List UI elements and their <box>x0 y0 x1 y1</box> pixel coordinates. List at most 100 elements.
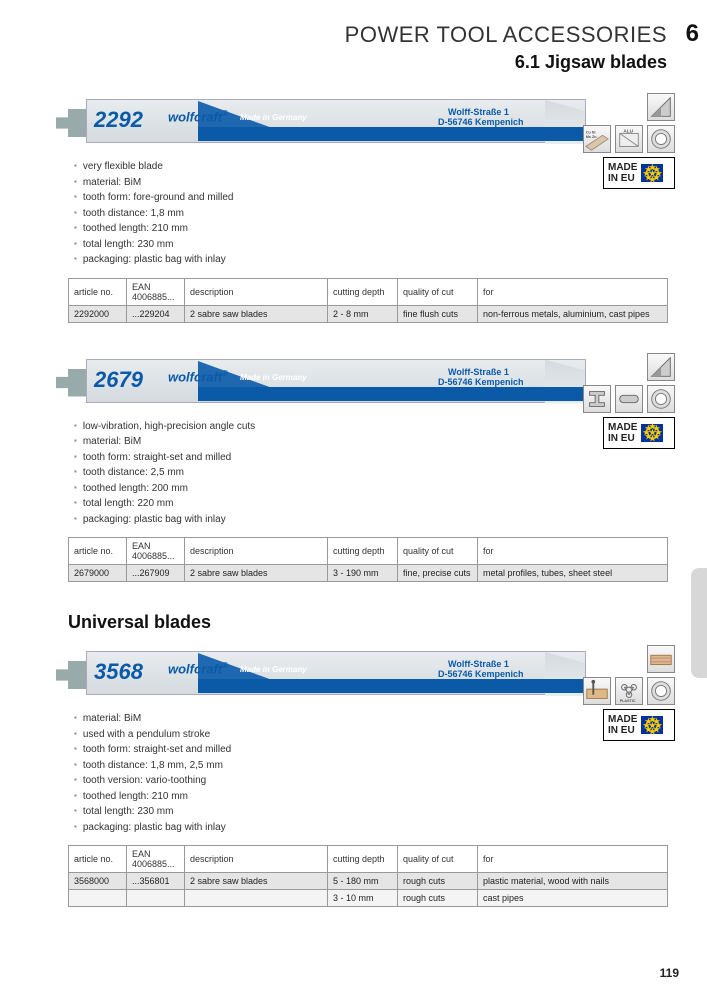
material-icon-alu: ALU <box>615 125 643 153</box>
th-depth: cutting depth <box>328 846 398 873</box>
svg-text:Ms Zn: Ms Zn <box>586 135 597 139</box>
spec-item: toothed length: 200 mm <box>74 481 667 497</box>
blade-addr1: Wolff-Straße 1 <box>448 107 509 117</box>
blade-addr1: Wolff-Straße 1 <box>448 659 509 669</box>
spec-item: packaging: plastic bag with inlay <box>74 252 667 268</box>
cell-article: 3568000 <box>69 873 127 890</box>
table-row: 2679000 ...267909 2 sabre saw blades 3 -… <box>69 565 668 582</box>
material-icon-cunizn: Cu NiMs Zn <box>583 125 611 153</box>
page-side-tab <box>691 568 707 678</box>
th-desc: description <box>185 278 328 305</box>
spec-item: total length: 230 mm <box>74 804 667 820</box>
spec-table: article no. EAN 4006885... description c… <box>68 278 668 323</box>
table-header-row: article no. EAN 4006885... description c… <box>69 846 668 873</box>
blade-addr2: D-56746 Kempenich <box>438 669 524 679</box>
cell-for: cast pipes <box>478 890 668 907</box>
blade-brand: wolfcraft® <box>168 369 228 384</box>
th-quality: quality of cut <box>398 538 478 565</box>
th-ean: EAN 4006885... <box>127 278 185 305</box>
th-quality: quality of cut <box>398 846 478 873</box>
made-in-eu-badge: MADEIN EU <box>603 417 675 449</box>
icon-panel: Cu NiMs Zn ALU MADEIN EU <box>579 93 675 189</box>
blade-addr2: D-56746 Kempenich <box>438 377 524 387</box>
spec-item: tooth form: fore-ground and milled <box>74 190 667 206</box>
header-subcategory: 6.1 Jigsaw blades <box>40 52 667 73</box>
blade-illustration: 2292 wolfcraft® Made in Germany Wolff-St… <box>68 93 588 147</box>
blade-brand: wolfcraft® <box>168 109 228 124</box>
cell-article <box>69 890 127 907</box>
th-desc: description <box>185 846 328 873</box>
cell-ean <box>127 890 185 907</box>
cell-for: plastic material, wood with nails <box>478 873 668 890</box>
spec-item: toothed length: 210 mm <box>74 221 667 237</box>
cell-quality: fine, precise cuts <box>398 565 478 582</box>
eu-flag-icon <box>641 164 663 182</box>
cell-quality: rough cuts <box>398 873 478 890</box>
cell-ean: ...267909 <box>127 565 185 582</box>
th-quality: quality of cut <box>398 278 478 305</box>
blade-addr2: D-56746 Kempenich <box>438 117 524 127</box>
spec-item: packaging: plastic bag with inlay <box>74 512 667 528</box>
cell-for: metal profiles, tubes, sheet steel <box>478 565 668 582</box>
material-icon-angle <box>647 353 675 381</box>
th-depth: cutting depth <box>328 538 398 565</box>
material-icon-tube <box>615 385 643 413</box>
made-in-eu-badge: MADEIN EU <box>603 709 675 741</box>
material-icon-plastic: PLASTIC <box>615 677 643 705</box>
section-title-universal: Universal blades <box>68 612 667 633</box>
blade-number: 2679 <box>94 367 143 393</box>
cell-desc: 2 sabre saw blades <box>185 873 328 890</box>
cell-desc: 2 sabre saw blades <box>185 565 328 582</box>
spec-item: tooth version: vario-toothing <box>74 773 667 789</box>
material-icon-pipe <box>647 385 675 413</box>
th-article: article no. <box>69 278 127 305</box>
blade-made-in: Made in Germany <box>240 665 307 674</box>
product-block: 2292 wolfcraft® Made in Germany Wolff-St… <box>68 93 667 323</box>
made-in-eu-badge: MADEIN EU <box>603 157 675 189</box>
spec-item: tooth distance: 1,8 mm, 2,5 mm <box>74 758 667 774</box>
cell-depth: 3 - 190 mm <box>328 565 398 582</box>
cell-ean: ...356801 <box>127 873 185 890</box>
spec-table: article no. EAN 4006885... description c… <box>68 537 668 582</box>
svg-text:PLASTIC: PLASTIC <box>620 699 636 703</box>
svg-text:Cu Ni: Cu Ni <box>586 130 596 134</box>
icon-panel: PLASTIC MADEIN EU <box>579 645 675 741</box>
blade-illustration: 3568 wolfcraft® Made in Germany Wolff-St… <box>68 645 588 699</box>
material-icon-pipe <box>647 677 675 705</box>
spec-item: packaging: plastic bag with inlay <box>74 820 667 836</box>
blade-brand: wolfcraft® <box>168 661 228 676</box>
blade-made-in: Made in Germany <box>240 373 307 382</box>
th-ean: EAN 4006885... <box>127 846 185 873</box>
th-article: article no. <box>69 538 127 565</box>
cell-ean: ...229204 <box>127 305 185 322</box>
blade-number: 3568 <box>94 659 143 685</box>
page-number: 119 <box>660 966 679 980</box>
th-article: article no. <box>69 846 127 873</box>
cell-article: 2679000 <box>69 565 127 582</box>
header-category: POWER TOOL ACCESSORIES <box>40 22 667 48</box>
blade-made-in: Made in Germany <box>240 113 307 122</box>
cell-depth: 2 - 8 mm <box>328 305 398 322</box>
cell-article: 2292000 <box>69 305 127 322</box>
product-block: 2679 wolfcraft® Made in Germany Wolff-St… <box>68 353 667 583</box>
product-block: 3568 wolfcraft® Made in Germany Wolff-St… <box>68 645 667 907</box>
blade-number: 2292 <box>94 107 143 133</box>
spec-item: tooth distance: 1,8 mm <box>74 206 667 222</box>
material-icon-angle <box>647 93 675 121</box>
cell-desc: 2 sabre saw blades <box>185 305 328 322</box>
th-desc: description <box>185 538 328 565</box>
header-chapter-number: 6 <box>686 20 699 48</box>
material-icon-ibeam <box>583 385 611 413</box>
spec-item: tooth distance: 2,5 mm <box>74 465 667 481</box>
svg-text:ALU: ALU <box>623 129 633 134</box>
cell-quality: rough cuts <box>398 890 478 907</box>
spec-item: tooth form: straight-set and milled <box>74 450 667 466</box>
th-for: for <box>478 278 668 305</box>
table-row: 2292000 ...229204 2 sabre saw blades 2 -… <box>69 305 668 322</box>
material-icon-wood <box>647 645 675 673</box>
table-row: 3568000 ...356801 2 sabre saw blades 5 -… <box>69 873 668 890</box>
blade-illustration: 2679 wolfcraft® Made in Germany Wolff-St… <box>68 353 588 407</box>
icon-panel: MADEIN EU <box>579 353 675 449</box>
spec-table: article no. EAN 4006885... description c… <box>68 845 668 907</box>
cell-depth: 5 - 180 mm <box>328 873 398 890</box>
